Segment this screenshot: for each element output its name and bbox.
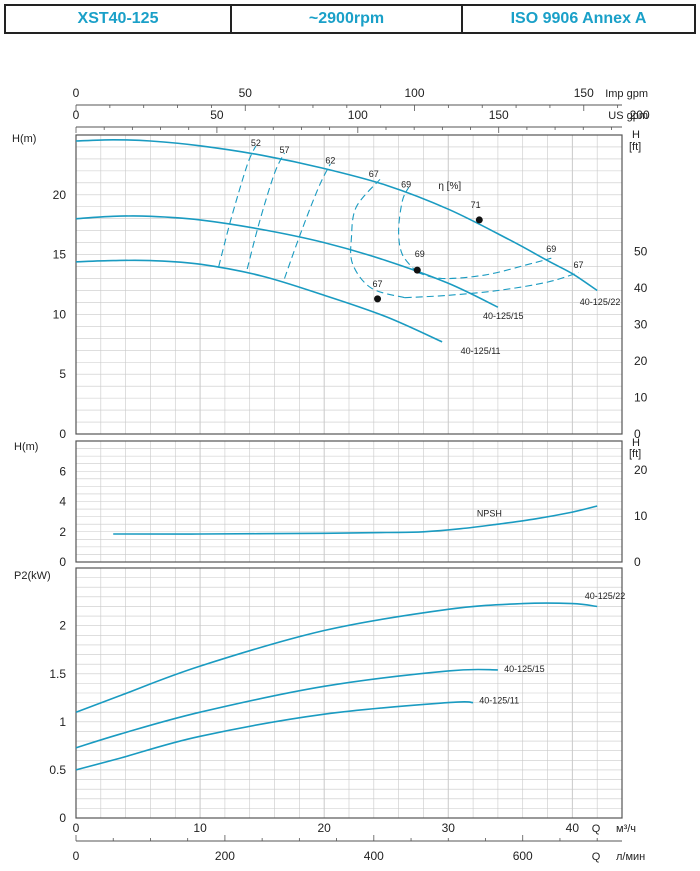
efficiency-line (218, 145, 257, 267)
panel-frame-2 (75, 440, 623, 563)
q-label: Q (592, 823, 601, 835)
q-label-lmin: Q (592, 851, 601, 863)
us-gpm-tick-label: 0 (73, 108, 80, 122)
npsh-y-tick-label: 2 (59, 525, 66, 539)
test-standard: ISO 9906 Annex A (510, 10, 647, 27)
npsh-y-tick-label: 4 (59, 495, 66, 509)
head-curve (75, 259, 443, 343)
us-gpm-tick-label: 100 (348, 108, 368, 122)
head-curve (75, 215, 499, 308)
head-ylabel-right-unit: [ft] (629, 141, 641, 153)
us-gpm-tick-label: 50 (210, 108, 224, 122)
us-gpm-tick-label: 150 (489, 108, 509, 122)
efficiency-value-label: 67 (574, 260, 584, 270)
efficiency-value-label: 69 (546, 244, 556, 254)
power-curve-label: 40-125/22 (585, 591, 626, 601)
efficiency-line (246, 152, 285, 270)
m3h-tick-label: 0 (73, 821, 80, 835)
head-y-right-tick-label: 30 (634, 318, 648, 332)
header-table: XST40-125 ~2900rpm ISO 9906 Annex A (4, 4, 696, 34)
head-y-right-tick-label: 50 (634, 245, 648, 259)
power-y-tick-label: 2 (59, 619, 66, 633)
power-curve-label: 40-125/15 (504, 664, 545, 674)
power-ylabel: P2(kW) (14, 570, 51, 582)
m3h-tick-label: 30 (442, 821, 456, 835)
panel-frame-1 (75, 134, 623, 435)
efficiency-line (350, 178, 405, 299)
head-ylabel: H(m) (12, 133, 36, 145)
head-y-right-tick-label: 40 (634, 281, 648, 295)
lmin-tick-label: 200 (215, 849, 235, 863)
head-curve (75, 138, 598, 292)
power-y-tick-label: 0.5 (49, 763, 66, 777)
panel-frame-3 (75, 567, 623, 819)
head-y-tick-label: 0 (59, 427, 66, 441)
efficiency-value-label: 57 (279, 145, 289, 155)
efficiency-value-label: 67 (369, 169, 379, 179)
efficiency-axis-label: η [%] (438, 181, 461, 192)
npsh-ylabel-right: H (632, 437, 640, 449)
power-y-tick-label: 1.5 (49, 667, 66, 681)
us-gpm-tick-label: 200 (630, 108, 650, 122)
efficiency-line (404, 271, 579, 299)
npsh-y-tick-label: 0 (59, 555, 66, 569)
imp-gpm-tick-label: 150 (574, 86, 594, 100)
pump-speed: ~2900rpm (232, 6, 463, 32)
head-y-tick-label: 10 (53, 307, 67, 321)
power-curve-label: 40-125/11 (479, 696, 519, 706)
us-gpm-axis-label: US gpm (608, 110, 648, 122)
imp-gpm-tick-label: 100 (405, 86, 425, 100)
efficiency-value-label: 52 (251, 138, 261, 148)
power-y-tick-label: 1 (59, 715, 66, 729)
efficiency-value-label: 69 (415, 249, 425, 259)
npsh-ylabel: H(m) (14, 441, 38, 453)
m3h-tick-label: 40 (566, 821, 580, 835)
head-ylabel-right: H (632, 129, 640, 141)
efficiency-value-label: 67 (373, 279, 383, 289)
efficiency-line (417, 257, 552, 280)
imp-gpm-tick-label: 50 (239, 86, 253, 100)
npsh-curve-label: NPSH (477, 509, 502, 519)
lmin-tick-label: 0 (73, 849, 80, 863)
head-curve-label: 40-125/15 (483, 311, 524, 321)
head-y-right-tick-label: 10 (634, 391, 648, 405)
lmin-tick-label: 400 (364, 849, 384, 863)
power-y-tick-label: 0 (59, 811, 66, 825)
npsh-y-right-tick-label: 20 (634, 463, 648, 477)
npsh-y-tick-label: 6 (59, 464, 66, 478)
lmin-tick-label: 600 (513, 849, 533, 863)
npsh-ylabel-right-unit: [ft] (629, 448, 641, 460)
npsh-y-right-tick-label: 10 (634, 509, 648, 523)
efficiency-value-label: 62 (325, 156, 335, 166)
power-curve (75, 602, 598, 713)
head-curve-label: 40-125/11 (461, 346, 501, 356)
power-curve (75, 700, 474, 771)
head-y-right-tick-label: 0 (634, 427, 641, 441)
efficiency-line (283, 163, 331, 279)
efficiency-value-label: 69 (401, 180, 411, 190)
npsh-y-right-tick-label: 0 (634, 555, 641, 569)
m3h-tick-label: 20 (318, 821, 332, 835)
npsh-curve (113, 505, 598, 535)
head-y-tick-label: 20 (53, 188, 67, 202)
m3h-tick-label: 10 (193, 821, 207, 835)
lmin-unit-label: л/мин (616, 851, 645, 863)
pump-model: XST40-125 (6, 6, 232, 32)
head-curve-label: 40-125/22 (580, 297, 621, 307)
head-y-tick-label: 15 (53, 248, 67, 262)
best-efficiency-point (374, 295, 382, 303)
power-curve (75, 668, 498, 749)
imp-gpm-tick-label: 0 (73, 86, 80, 100)
head-y-tick-label: 5 (59, 367, 66, 381)
head-y-right-tick-label: 20 (634, 354, 648, 368)
efficiency-value-label: 71 (471, 200, 481, 210)
imp-gpm-axis-label: Imp gpm (605, 88, 648, 100)
best-efficiency-point (475, 216, 483, 224)
m3h-unit-label: м³/ч (616, 823, 636, 835)
efficiency-line (398, 187, 418, 273)
best-efficiency-point (413, 266, 421, 274)
